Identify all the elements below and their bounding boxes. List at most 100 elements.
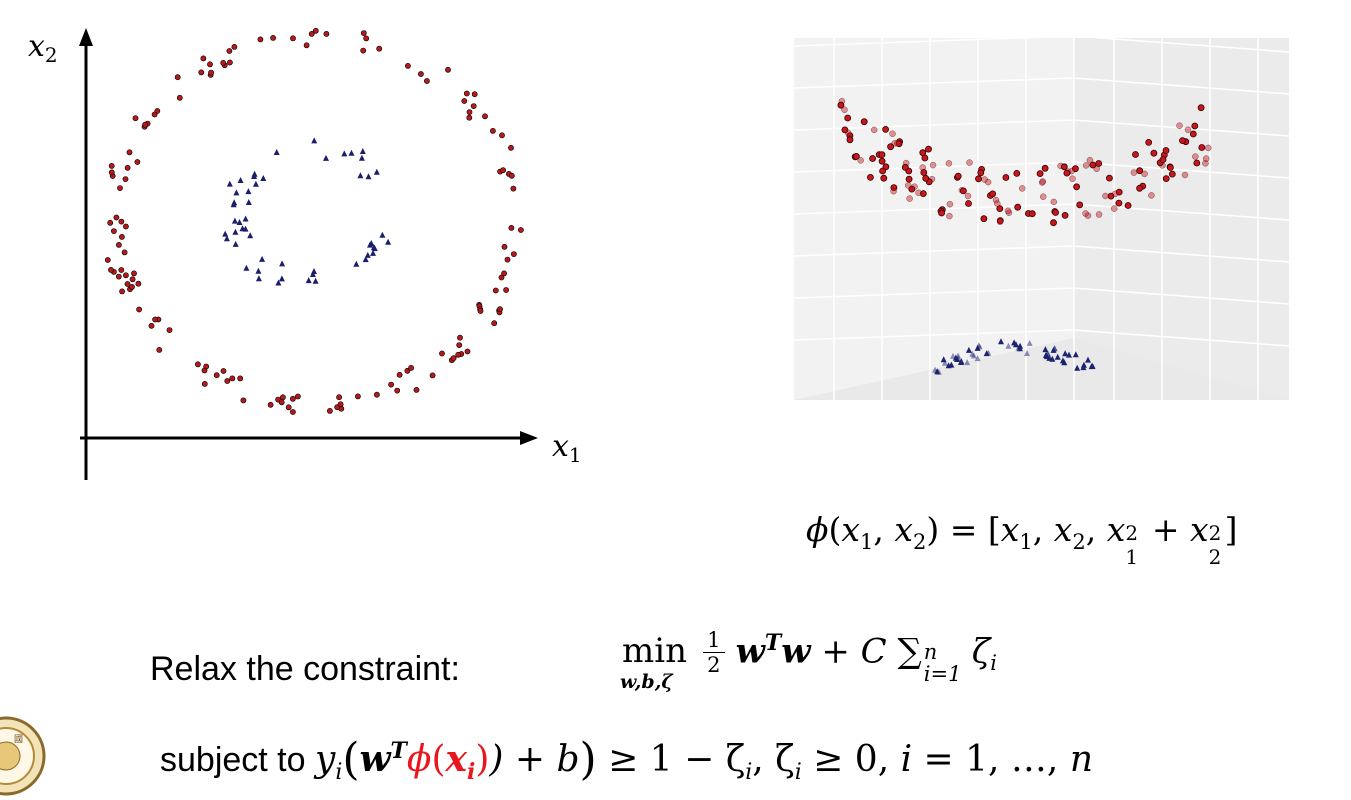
inner-point xyxy=(247,232,254,239)
outer-point xyxy=(220,368,227,374)
lifted-outer-point xyxy=(1071,165,1079,173)
outer-point xyxy=(129,276,136,283)
outer-point xyxy=(285,404,292,411)
grid-line xyxy=(794,119,1075,131)
outer-point xyxy=(312,27,319,34)
outer-point xyxy=(119,233,125,240)
outer-point xyxy=(231,44,238,50)
lifted-inner-point xyxy=(1054,353,1061,360)
outer-point xyxy=(124,281,131,287)
outer-point xyxy=(408,364,414,371)
outer-point xyxy=(294,393,301,400)
lifted-inner-point xyxy=(958,359,964,365)
inner-point xyxy=(362,256,369,263)
outer-point xyxy=(203,363,210,370)
outer-point xyxy=(198,69,205,76)
outer-point xyxy=(107,219,114,226)
lifted-outer-point xyxy=(1102,192,1109,200)
inner-point xyxy=(255,267,262,274)
outer-point xyxy=(500,167,506,174)
outer-point xyxy=(404,63,411,69)
grid-line xyxy=(1073,245,1290,263)
grid-line xyxy=(794,38,1040,47)
lifted-outer-point xyxy=(922,174,930,182)
lifted-outer-point xyxy=(1191,122,1199,130)
outer-point xyxy=(323,31,330,37)
svm-objective-formula: min w,b,ζ 1 2 wTw + C ∑ n i=1 ζi xyxy=(620,628,997,694)
lifted-outer-point xyxy=(882,126,889,133)
outer-point xyxy=(290,35,296,42)
outer-point xyxy=(417,71,424,77)
inner-point xyxy=(223,235,230,242)
lifted-outer-point xyxy=(1168,170,1176,178)
lifted-outer-point xyxy=(984,178,992,186)
outer-point xyxy=(326,407,333,414)
outer-point xyxy=(111,228,117,234)
outer-point xyxy=(354,393,361,400)
inner-point xyxy=(226,180,233,187)
outer-point xyxy=(463,90,470,97)
lifted-outer-point xyxy=(879,167,886,175)
outer-point xyxy=(131,270,137,277)
outer-point xyxy=(394,387,401,394)
lifted-outer-point xyxy=(1141,170,1148,178)
lifted-inner-point xyxy=(948,361,955,368)
outer-point xyxy=(450,355,457,362)
inner-point xyxy=(385,238,392,245)
outer-point xyxy=(108,266,114,273)
inner-point xyxy=(311,137,318,144)
inner-point xyxy=(279,260,286,267)
lifted-outer-point xyxy=(1197,104,1205,112)
lifted-inner-point xyxy=(1011,339,1018,346)
outer-point xyxy=(148,322,155,329)
lifted-outer-point xyxy=(1039,179,1046,186)
outer-point xyxy=(220,60,227,66)
outer-point xyxy=(213,372,220,379)
outer-point xyxy=(518,227,524,233)
outer-point xyxy=(498,274,505,281)
lifted-outer-point xyxy=(1136,167,1144,175)
lifted-outer-point xyxy=(981,176,988,183)
lifted-inner-point xyxy=(941,359,948,366)
inner-point xyxy=(273,149,280,155)
outer-point xyxy=(119,288,125,295)
lifted-inner-point xyxy=(964,359,971,366)
outer-point xyxy=(226,48,233,54)
outer-point xyxy=(126,149,133,156)
outer-point xyxy=(208,69,214,76)
outer-point xyxy=(466,109,473,115)
lifted-outer-point xyxy=(857,157,864,164)
lifted-outer-point xyxy=(837,101,845,109)
outer-point xyxy=(360,30,367,36)
outer-point xyxy=(376,45,383,52)
lifted-outer-point xyxy=(1063,169,1071,177)
inner-point xyxy=(357,172,364,179)
lifted-outer-point xyxy=(901,163,909,171)
lifted-outer-point xyxy=(1193,159,1201,167)
inner-point xyxy=(371,245,378,252)
outer-point xyxy=(136,306,142,313)
outer-point xyxy=(174,74,181,81)
lifted-outer-point xyxy=(860,118,868,126)
lifted-outer-point xyxy=(1095,211,1103,218)
outer-point xyxy=(229,375,236,382)
lifted-outer-point xyxy=(1073,183,1081,191)
inner-point xyxy=(239,225,246,232)
outer-point xyxy=(471,91,478,98)
inner-point xyxy=(237,177,244,183)
lifted-outer-point xyxy=(1166,164,1174,171)
svg-text:國: 國 xyxy=(14,734,23,745)
lifted-outer-point xyxy=(964,192,972,200)
lifted-outer-point xyxy=(1159,156,1167,163)
lifted-outer-point xyxy=(1004,207,1012,214)
outer-point xyxy=(104,257,111,263)
lifted-inner-point xyxy=(1042,352,1049,358)
lifted-outer-point xyxy=(1084,212,1092,219)
lifted-outer-point xyxy=(1205,144,1212,152)
inner-point xyxy=(312,277,319,284)
lifted-outer-point xyxy=(994,200,1001,207)
lifted-inner-point xyxy=(950,352,956,359)
grid-line xyxy=(1073,203,1290,221)
lifted-outer-point xyxy=(906,195,913,202)
outer-point xyxy=(337,401,344,408)
